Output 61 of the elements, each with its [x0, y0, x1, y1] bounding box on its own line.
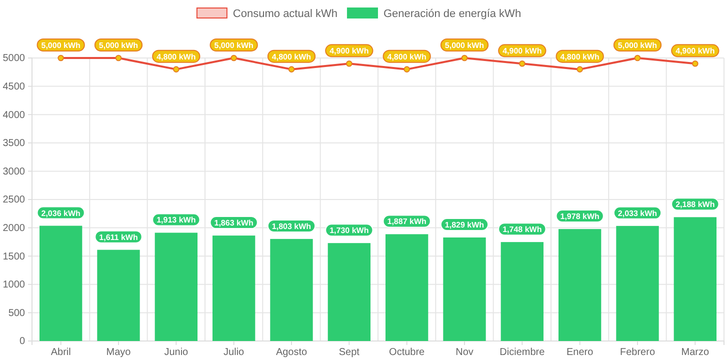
x-tick-label: Agosto — [276, 347, 308, 358]
y-tick-label: 4000 — [2, 110, 26, 121]
data-label: 2,033 kWh — [618, 208, 658, 218]
y-tick-label: 3000 — [2, 166, 26, 178]
data-label: 2,036 kWh — [41, 208, 81, 218]
y-tick-label: 500 — [8, 308, 26, 319]
data-label: 1,803 kWh — [272, 222, 312, 231]
y-tick-label: 1000 — [2, 280, 26, 291]
data-label: 5,000 kWh — [214, 41, 254, 50]
x-tick-label: Octubre — [389, 347, 426, 358]
bar — [616, 226, 659, 341]
data-label: 1,863 kWh — [214, 218, 254, 228]
x-tick-label: Diciembre — [500, 347, 546, 358]
data-label: 1,887 kWh — [387, 217, 427, 226]
x-tick-label: Julio — [224, 347, 245, 358]
legend-label: Generación de energía kWh — [383, 8, 522, 20]
bar — [39, 226, 82, 341]
bar — [270, 238, 313, 341]
bar — [500, 242, 544, 341]
y-tick-label: 1500 — [2, 251, 26, 262]
y-tick-label: 4500 — [2, 82, 26, 92]
data-label: 1,913 kWh — [156, 216, 196, 225]
data-label: 4,900 kWh — [330, 46, 369, 56]
data-label: 4,800 kWh — [560, 52, 600, 62]
x-tick-label: Abril — [50, 347, 71, 358]
x-tick-label: Nov — [456, 347, 474, 358]
data-label: 1,730 kWh — [330, 226, 369, 236]
data-label: 4,800 kWh — [387, 52, 427, 62]
y-tick-label: 5000 — [2, 53, 26, 64]
data-label: 1,748 kWh — [502, 225, 542, 234]
bar — [154, 232, 198, 341]
y-tick-label: 2000 — [2, 223, 26, 234]
legend-label: Consumo actual kWh — [232, 8, 338, 20]
x-tick-label: Junio — [164, 347, 189, 358]
bar — [385, 234, 428, 341]
x-tick-label: Mayo — [106, 347, 132, 358]
bar — [558, 229, 602, 341]
data-label: 5,000 kWh — [41, 41, 81, 50]
data-label: 5,000 kWh — [444, 41, 484, 50]
bar — [674, 217, 717, 341]
data-label: 4,800 kWh — [156, 52, 196, 62]
data-label: 4,900 kWh — [676, 46, 715, 56]
x-tick-label: Marzo — [681, 347, 710, 358]
data-label: 2,188 kWh — [676, 200, 715, 210]
data-label: 4,800 kWh — [272, 52, 312, 62]
bar — [97, 250, 140, 341]
data-label: 4,900 kWh — [502, 46, 542, 56]
bar — [328, 243, 371, 341]
data-label: 5,000 kWh — [98, 41, 138, 50]
x-tick-label: Sept — [338, 347, 360, 358]
data-label: 1,829 kWh — [444, 220, 484, 230]
y-tick-label: 0 — [19, 336, 26, 348]
y-tick-label: 3500 — [2, 138, 26, 150]
data-label: 1,611 kWh — [99, 232, 138, 242]
data-label: 5,000 kWh — [618, 41, 658, 50]
y-tick-label: 2500 — [2, 194, 26, 206]
bar — [443, 237, 486, 341]
x-tick-label: Febrero — [620, 347, 656, 358]
bar — [212, 236, 256, 341]
data-label: 1,978 kWh — [560, 212, 600, 222]
x-tick-label: Enero — [566, 347, 594, 358]
